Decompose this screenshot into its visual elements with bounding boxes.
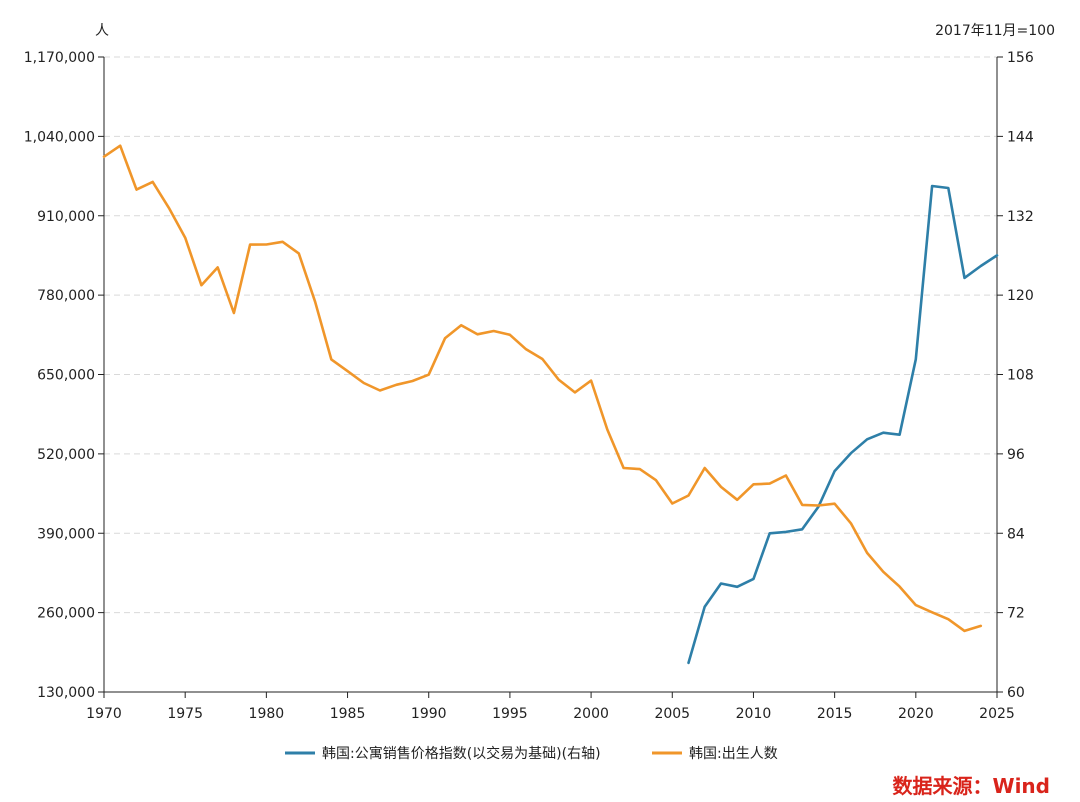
right-tick-label: 72 [1007, 606, 1025, 622]
right-tick-label: 120 [1007, 288, 1034, 304]
x-tick-label: 1980 [249, 706, 285, 722]
x-tick-label: 1995 [492, 706, 528, 722]
left-axis-unit: 人 [95, 23, 109, 39]
x-tick-label: 1975 [167, 706, 203, 722]
left-tick-label: 390,000 [37, 526, 95, 542]
left-tick-label: 260,000 [37, 606, 95, 622]
right-tick-label: 84 [1007, 526, 1025, 542]
series-line-price-index [687, 184, 999, 665]
right-axis-unit: 2017年11月=100 [935, 23, 1055, 39]
left-tick-label: 1,040,000 [24, 129, 95, 145]
left-tick-label: 520,000 [37, 447, 95, 463]
left-tick-label: 650,000 [37, 368, 95, 384]
x-tick-label: 1970 [86, 706, 122, 722]
left-tick-label: 910,000 [37, 209, 95, 225]
x-tick-label: 2010 [736, 706, 772, 722]
right-tick-label: 60 [1007, 685, 1025, 701]
right-tick-label: 108 [1007, 368, 1034, 384]
left-tick-label: 130,000 [37, 685, 95, 701]
x-tick-label: 2025 [979, 706, 1015, 722]
x-tick-label: 2000 [573, 706, 609, 722]
legend-label-births: 韩国:出生人数 [689, 746, 778, 762]
left-axis-ticks: 1,170,000 1,040,000 910,000 780,000 650,000 5… [24, 50, 104, 701]
x-tick-label: 1990 [411, 706, 447, 722]
legend: 韩国:公寓销售价格指数(以交易为基础)(右轴) 韩国:出生人数 [285, 745, 778, 762]
left-tick-label: 1,170,000 [24, 50, 95, 66]
right-tick-label: 144 [1007, 129, 1034, 145]
data-source: 数据来源：Wind [892, 774, 1050, 798]
x-tick-label: 1985 [330, 706, 366, 722]
series-lines [102, 144, 999, 665]
x-tick-label: 2015 [817, 706, 853, 722]
right-tick-label: 156 [1007, 50, 1034, 66]
gridlines [104, 56, 997, 614]
x-axis-ticks: 1970 1975 1980 1985 1990 1995 2000 2005 2010 2015… [86, 692, 1015, 722]
series-line-births [102, 144, 983, 633]
right-tick-label: 132 [1007, 209, 1034, 225]
x-tick-label: 2005 [654, 706, 690, 722]
right-tick-label: 96 [1007, 447, 1025, 463]
x-tick-label: 2020 [898, 706, 934, 722]
left-tick-label: 780,000 [37, 288, 95, 304]
legend-label-price-index: 韩国:公寓销售价格指数(以交易为基础)(右轴) [322, 745, 601, 762]
right-axis-ticks: 156 144 132 120 108 96 84 72 60 [997, 50, 1034, 701]
